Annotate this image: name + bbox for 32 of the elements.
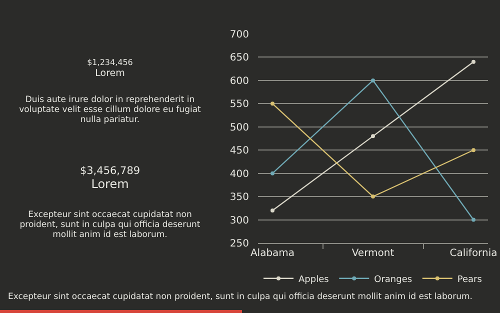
point (371, 134, 375, 138)
text: $1,234,456 (86, 58, 134, 68)
text: Duis aute irure dolor in reprehenderit in voluptate velit esse cillum dolore eu fugiat nulla pariatur. (18, 95, 202, 126)
y-tick-label: 300 (230, 215, 249, 226)
legend-label: Pears (457, 274, 482, 285)
text: Lorem (94, 68, 126, 80)
x-tick-label: Alabama (250, 248, 295, 259)
point (270, 102, 274, 106)
legend-label: Apples (298, 274, 330, 285)
point (371, 194, 375, 199)
point (270, 208, 274, 212)
point (472, 60, 476, 64)
point (270, 171, 274, 176)
x-tick-label: Vermont (352, 248, 394, 259)
legend-label: Oranges (374, 274, 412, 285)
y-tick-label: 450 (230, 146, 249, 157)
point (472, 148, 476, 152)
y-tick-label: 550 (230, 99, 249, 110)
y-tick-label: 600 (230, 76, 249, 87)
x-tick-label: California (450, 248, 498, 259)
text: Excepteur sint occaecat cupidatat non proident, sunt in culpa qui officia deserunt mollit anim id est laborum. (18, 210, 202, 241)
y-tick-label: 350 (230, 192, 249, 204)
y-tick-label: 400 (230, 168, 249, 180)
y-tick-label: 650 (230, 52, 249, 64)
text: $3,456,789 (78, 165, 142, 178)
point (371, 78, 375, 82)
text: Excepteur sint occaecat cupidatat non proident, sunt in culpa qui officia deserunt mollit anim id est laborum. (8, 292, 474, 302)
y-tick-label: 500 (230, 122, 249, 134)
point (472, 218, 476, 222)
text: Lorem (90, 177, 130, 192)
y-tick-label: 250 (230, 238, 249, 250)
y-tick-label: 700 (230, 30, 249, 40)
